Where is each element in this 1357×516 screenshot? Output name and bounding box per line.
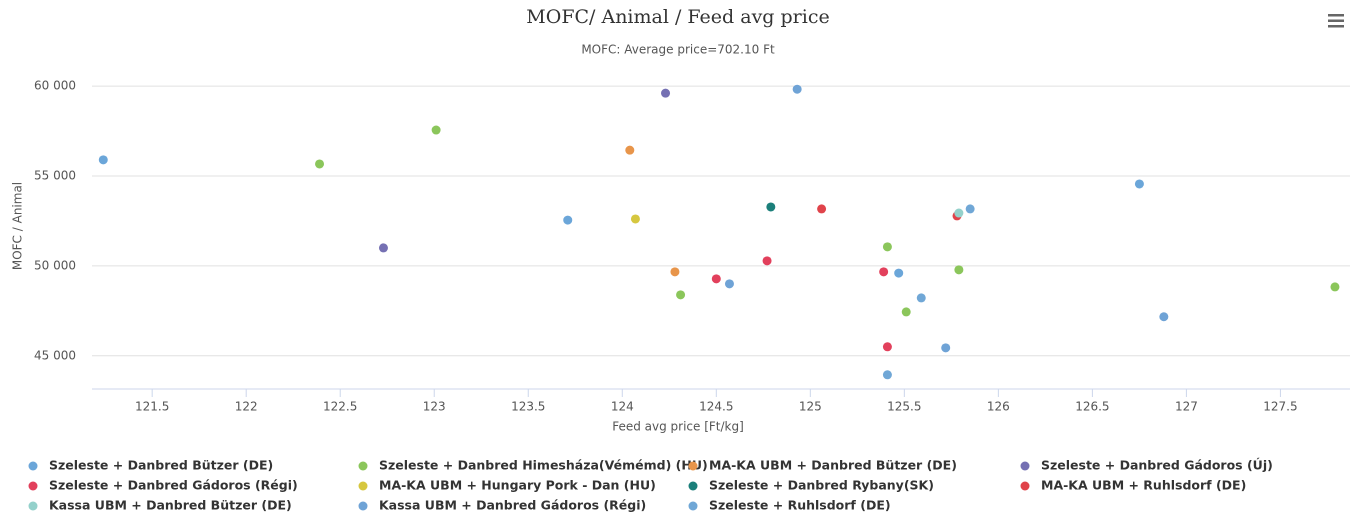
legend-text[interactable]: Szeleste + Danbred Gádoros (Régi) <box>49 478 298 493</box>
legend-text[interactable]: Szeleste + Danbred Bützer (DE) <box>49 458 273 473</box>
x-tick-label: 121.5 <box>135 400 169 414</box>
legend-text[interactable]: MA-KA UBM + Ruhlsdorf (DE) <box>1041 478 1246 493</box>
point <box>431 125 441 135</box>
y-axis-label: MOFC / Animal <box>11 182 25 270</box>
point <box>901 307 911 317</box>
x-tick-label: 127.5 <box>1263 400 1297 414</box>
x-tick-label: 125 <box>799 400 822 414</box>
point <box>882 342 892 352</box>
x-tick-label: 124 <box>611 400 634 414</box>
x-tick-label: 124.5 <box>699 400 733 414</box>
legend-marker[interactable] <box>688 501 698 511</box>
x-axis-label: Feed avg price [Ft/kg] <box>612 420 744 434</box>
x-tick-label: 123.5 <box>511 400 545 414</box>
y-tick-label: 50 000 <box>34 258 76 272</box>
point <box>1134 179 1144 189</box>
point <box>817 204 827 214</box>
legend-text[interactable]: Szeleste + Danbred Gádoros (Új) <box>1041 458 1273 473</box>
legend-text[interactable]: MA-KA UBM + Hungary Pork - Dan (HU) <box>379 478 656 493</box>
legend-text[interactable]: Szeleste + Danbred Himesháza(Vémémd) (HU… <box>379 458 708 473</box>
legend-marker[interactable] <box>28 481 38 491</box>
x-tick-label: 122.5 <box>323 400 357 414</box>
point <box>378 243 388 253</box>
x-tick-label: 123 <box>423 400 446 414</box>
point <box>315 159 325 169</box>
point <box>879 267 889 277</box>
point <box>711 274 721 284</box>
legend-marker[interactable] <box>358 461 368 471</box>
x-tick-label: 126.5 <box>1075 400 1109 414</box>
chart-subtitle: MOFC: Average price=702.10 Ft <box>581 43 775 57</box>
point <box>941 343 951 353</box>
legend-marker[interactable] <box>688 461 698 471</box>
point <box>724 279 734 289</box>
legend-marker[interactable] <box>688 481 698 491</box>
x-tick-label: 127 <box>1175 400 1198 414</box>
point <box>882 370 892 380</box>
legend-marker[interactable] <box>1020 481 1030 491</box>
menu-button[interactable] <box>1326 12 1346 30</box>
legend-marker[interactable] <box>358 481 368 491</box>
point <box>954 265 964 275</box>
point <box>916 293 926 303</box>
point <box>1159 312 1169 322</box>
point <box>625 145 635 155</box>
point <box>676 290 686 300</box>
chart-title: MOFC/ Animal / Feed avg price <box>526 6 829 28</box>
legend-text[interactable]: Szeleste + Ruhlsdorf (DE) <box>709 498 891 513</box>
point <box>630 214 640 224</box>
x-tick-label: 125.5 <box>887 400 921 414</box>
y-tick-label: 45 000 <box>34 348 76 362</box>
point <box>563 215 573 225</box>
legend-marker[interactable] <box>1020 461 1030 471</box>
point <box>792 84 802 94</box>
point <box>1330 282 1340 292</box>
point <box>98 155 108 165</box>
legend-text[interactable]: Szeleste + Danbred Rybany(SK) <box>709 478 934 493</box>
y-tick-label: 60 000 <box>34 79 76 93</box>
point <box>965 204 975 214</box>
point <box>894 268 904 278</box>
legend-marker[interactable] <box>28 461 38 471</box>
x-tick-label: 122 <box>235 400 258 414</box>
point <box>762 256 772 266</box>
point <box>882 242 892 252</box>
point <box>661 88 671 98</box>
legend-marker[interactable] <box>28 501 38 511</box>
point <box>954 208 964 218</box>
x-tick-label: 126 <box>987 400 1010 414</box>
point <box>670 267 680 277</box>
legend-text[interactable]: Kassa UBM + Danbred Bützer (DE) <box>49 498 292 513</box>
y-tick-label: 55 000 <box>34 169 76 183</box>
point <box>766 202 776 212</box>
legend-text[interactable]: MA-KA UBM + Danbred Bützer (DE) <box>709 458 957 473</box>
legend-marker[interactable] <box>358 501 368 511</box>
legend-text[interactable]: Kassa UBM + Danbred Gádoros (Régi) <box>379 498 646 513</box>
